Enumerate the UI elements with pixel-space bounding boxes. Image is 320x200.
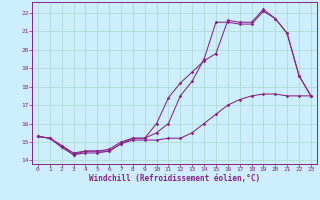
X-axis label: Windchill (Refroidissement éolien,°C): Windchill (Refroidissement éolien,°C) xyxy=(89,174,260,183)
